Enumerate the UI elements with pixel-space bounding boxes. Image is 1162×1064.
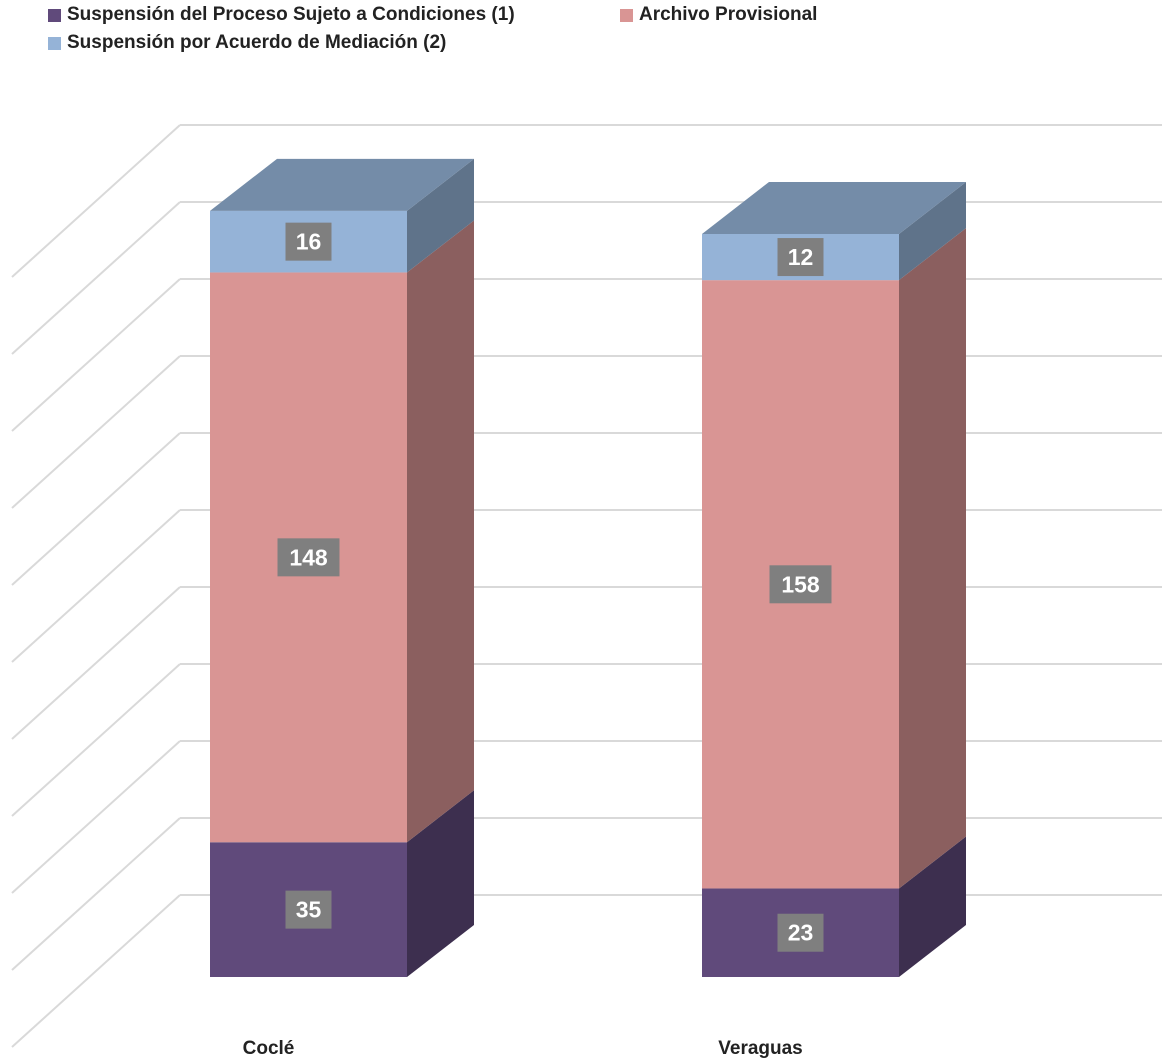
bar-side-2-1 xyxy=(407,220,474,843)
category-label-2: Veraguas xyxy=(718,1038,803,1059)
bar-side-2-2 xyxy=(899,228,966,889)
gridline-side xyxy=(11,124,181,278)
legend-swatch-series-2 xyxy=(620,8,633,22)
bar-side-1-2 xyxy=(899,836,966,977)
data-label-box-2-1 xyxy=(277,538,340,577)
gridline-side xyxy=(11,894,181,1048)
data-label-box-1-1 xyxy=(285,890,332,929)
data-label-3-2: 12 xyxy=(788,244,814,270)
data-label-3-1: 16 xyxy=(296,229,322,255)
gridline-side xyxy=(11,201,181,355)
gridline-side xyxy=(11,817,181,971)
category-labels: Coclé Veraguas xyxy=(243,1038,803,1059)
data-label-2-2: 158 xyxy=(781,571,820,597)
gridline-side xyxy=(11,740,181,894)
legend-item-series-3: Suspensión por Acuerdo de Mediación (2) xyxy=(48,32,446,54)
bar-side-1-1 xyxy=(407,790,474,977)
legend-swatch-series-3 xyxy=(48,36,61,50)
legend-swatch-series-1 xyxy=(48,8,61,22)
gridline-side xyxy=(11,586,181,740)
data-label-box-1-2 xyxy=(777,913,824,952)
gridlines xyxy=(11,124,1162,1048)
data-label-box-3-2 xyxy=(777,238,824,277)
bar-side-3-2 xyxy=(899,181,966,281)
data-labels: 35 148 16 23 158 12 xyxy=(277,222,832,952)
data-label-1-2: 23 xyxy=(788,920,814,946)
bar-side-3-1 xyxy=(407,158,474,273)
bar-top-1 xyxy=(210,158,474,211)
data-label-1-1: 35 xyxy=(296,897,322,923)
gridline-side xyxy=(11,432,181,586)
legend-label-series-3: Suspensión por Acuerdo de Mediación (2) xyxy=(67,32,447,53)
legend-label-series-1: Suspensión del Proceso Sujeto a Condicio… xyxy=(67,4,515,25)
legend: Suspensión del Proceso Sujeto a Condicio… xyxy=(0,0,1162,70)
category-label-1: Coclé xyxy=(243,1038,295,1059)
gridline-side xyxy=(11,278,181,432)
data-label-box-2-2 xyxy=(769,565,832,604)
legend-item-series-1: Suspensión del Proceso Sujeto a Condicio… xyxy=(48,4,515,26)
gridline-side xyxy=(11,509,181,663)
gridline-side xyxy=(11,663,181,817)
bars xyxy=(210,158,966,977)
data-label-2-1: 148 xyxy=(289,544,328,570)
bar-top-2 xyxy=(702,181,966,234)
legend-item-series-2: Archivo Provisional xyxy=(620,4,817,26)
legend-label-series-2: Archivo Provisional xyxy=(639,4,818,25)
data-label-box-3-1 xyxy=(285,222,332,261)
gridline-side xyxy=(11,355,181,509)
